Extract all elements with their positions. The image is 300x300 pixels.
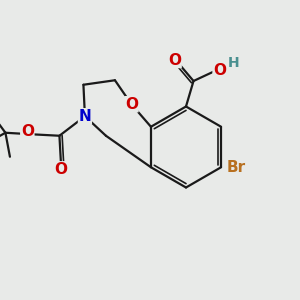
Text: O: O [21, 124, 34, 139]
Text: H: H [228, 56, 239, 70]
Text: O: O [125, 97, 138, 112]
Text: Br: Br [226, 160, 246, 175]
Text: N: N [79, 109, 91, 124]
Text: O: O [168, 52, 181, 68]
Text: O: O [54, 162, 68, 177]
Text: O: O [213, 63, 226, 78]
